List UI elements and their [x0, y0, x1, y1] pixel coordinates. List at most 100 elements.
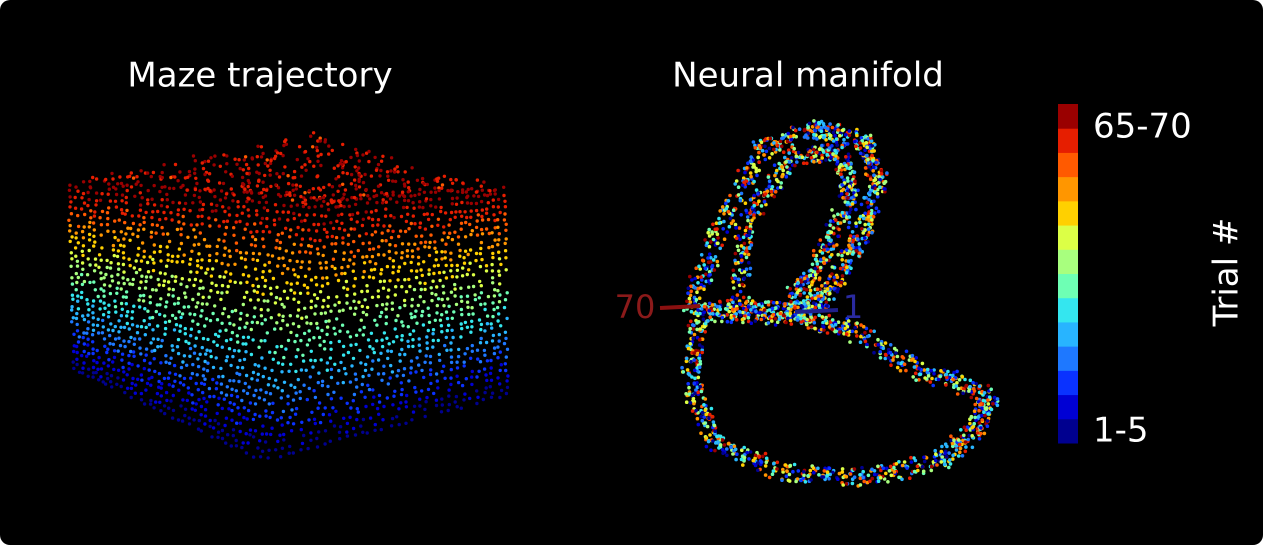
trajectory-dot [261, 180, 265, 184]
manifold-dot [871, 165, 876, 169]
manifold-dot [816, 297, 821, 302]
trajectory-dot [97, 355, 101, 360]
manifold-dot [833, 218, 838, 222]
trajectory-dot [169, 356, 173, 360]
trajectory-dot [70, 293, 75, 297]
manifold-dot [739, 254, 744, 258]
manifold-dot [767, 156, 772, 160]
manifold-dot [716, 263, 720, 268]
colorbar-bottom-label: 1-5 [1093, 411, 1149, 451]
trajectory-dot [486, 217, 491, 222]
trajectory-dot [101, 313, 106, 317]
trajectory-dot [190, 393, 194, 397]
manifold-dot [834, 151, 839, 155]
manifold-dot [802, 473, 806, 478]
trajectory-dot [255, 290, 260, 294]
trajectory-dot [427, 313, 431, 318]
trajectory-dot [209, 274, 214, 278]
trajectory-dot [155, 223, 159, 227]
trajectory-dot [331, 406, 335, 410]
manifold-dot [709, 255, 713, 260]
trajectory-dot [434, 403, 439, 408]
trajectory-dot [122, 370, 126, 374]
trajectory-dot [220, 345, 224, 349]
manifold-dot [951, 453, 955, 458]
manifold-dot [706, 256, 710, 260]
trajectory-dot [220, 428, 225, 433]
trajectory-dot [394, 251, 398, 255]
manifold-dot [736, 248, 741, 253]
manifold-dot [789, 300, 793, 304]
manifold-dot [865, 145, 869, 150]
trajectory-dot [91, 365, 96, 370]
manifold-dot [848, 340, 852, 344]
trajectory-dot [182, 253, 186, 257]
manifold-dot [831, 139, 836, 143]
manifold-dot [793, 128, 798, 133]
trajectory-dot [433, 186, 437, 190]
manifold-dot [722, 443, 727, 447]
manifold-dot [972, 409, 977, 414]
trajectory-dot [270, 410, 275, 415]
trajectory-dot [183, 413, 187, 418]
manifold-dot [781, 306, 786, 311]
trajectory-dot [92, 244, 96, 248]
trajectory-dot [391, 265, 396, 269]
trajectory-dot [70, 308, 74, 312]
trajectory-dot [320, 214, 324, 218]
manifold-dot [720, 447, 725, 452]
manifold-dot [752, 213, 756, 217]
trajectory-dot [312, 293, 317, 297]
manifold-dot [824, 235, 829, 239]
trajectory-dot [334, 235, 339, 240]
trajectory-dot [145, 381, 150, 386]
manifold-dot [747, 457, 751, 461]
trajectory-dot [335, 219, 339, 223]
trajectory-dot [173, 379, 177, 383]
manifold-dot [831, 130, 836, 135]
manifold-dot [722, 237, 727, 241]
trajectory-dot [258, 455, 263, 459]
manifold-dot [734, 312, 738, 316]
trajectory-dot [137, 214, 141, 218]
trajectory-dot [327, 183, 331, 187]
manifold-dot [892, 470, 897, 474]
trajectory-dot [467, 312, 471, 317]
manifold-dot [876, 337, 880, 342]
trajectory-dot [110, 274, 114, 278]
trajectory-dot [222, 307, 227, 311]
manifold-dot [702, 284, 706, 289]
trajectory-dot [208, 244, 212, 248]
trajectory-dot [242, 182, 246, 187]
manifold-dot [944, 372, 949, 377]
manifold-dot [697, 264, 701, 269]
trajectory-dot [104, 272, 108, 277]
trajectory-dot [205, 302, 209, 306]
manifold-dot [812, 159, 816, 164]
trajectory-dot [195, 223, 199, 227]
trajectory-dot [384, 207, 388, 211]
manifold-dot [700, 345, 705, 349]
trajectory-dot [369, 210, 374, 214]
trajectory-dot [322, 222, 326, 226]
trajectory-dot [83, 212, 87, 217]
manifold-dot [735, 452, 739, 457]
trajectory-dot [330, 148, 334, 153]
trajectory-dot [260, 275, 265, 280]
trajectory-dot [490, 262, 494, 267]
trajectory-dot [152, 203, 157, 207]
trajectory-dot [449, 341, 453, 345]
trajectory-dot [241, 342, 245, 346]
manifold-dot [869, 139, 874, 143]
trajectory-dot [335, 317, 339, 321]
trajectory-dot [422, 181, 426, 186]
manifold-dot [786, 148, 791, 152]
trajectory-dot [364, 232, 368, 236]
trajectory-dot [504, 228, 508, 232]
manifold-dot [855, 133, 859, 138]
manifold-dot [932, 368, 936, 372]
trajectory-dot [355, 417, 359, 422]
trajectory-dot [311, 145, 315, 149]
trajectory-dot [326, 392, 330, 397]
trajectory-dot [409, 312, 413, 316]
